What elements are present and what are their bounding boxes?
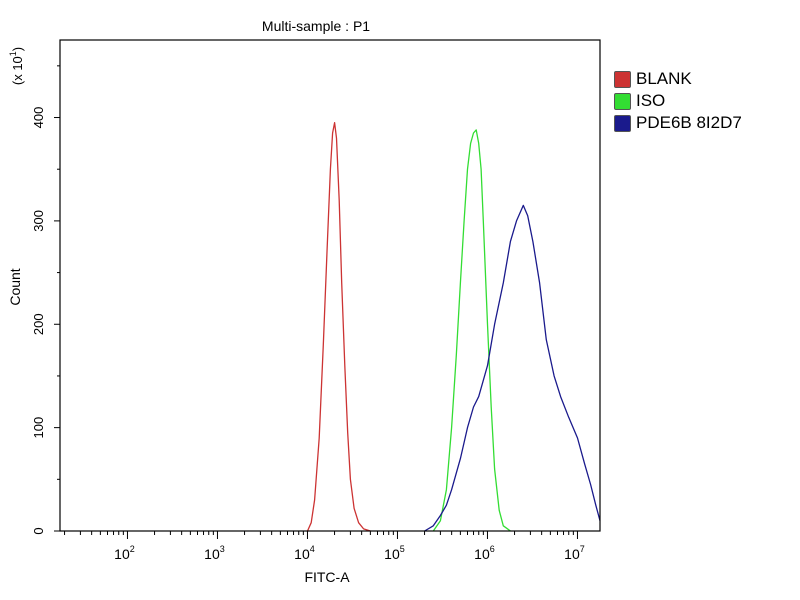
x-tick-label: 106 [474,544,495,562]
y-axis-label: Count [7,268,23,305]
x-axis-label: FITC-A [304,569,350,585]
legend-item: ISO [614,90,742,112]
x-tick-label: 107 [564,544,585,562]
y-tick-label: 300 [31,210,46,232]
x-tick-label: 102 [114,544,135,562]
x-tick-label: 103 [204,544,225,562]
plot-series [306,122,601,532]
y-multiplier-label: (x 101) [8,47,25,85]
legend: BLANK ISO PDE6B 8I2D7 [614,68,742,134]
legend-item: BLANK [614,68,742,90]
svg-text:(x 101): (x 101) [8,47,25,85]
axis-ticks: 102 103 104 105 106 107 0 100 200 300 400 [31,65,585,562]
y-tick-label: 200 [31,313,46,335]
legend-item: PDE6B 8I2D7 [614,112,742,134]
legend-label: ISO [636,91,666,110]
series-line-iso [432,129,511,532]
y-tick-label: 0 [31,527,46,534]
chart-title: Multi-sample : P1 [262,18,370,34]
series-line-blank [306,122,371,532]
y-tick-label: 100 [31,417,46,439]
legend-swatch [614,70,631,88]
legend-label: PDE6B 8I2D7 [636,113,742,132]
x-tick-label: 105 [384,544,405,562]
plot-frame [59,39,601,532]
x-tick-label: 104 [294,544,315,562]
y-tick-label: 400 [31,107,46,129]
series-line-pde6b-8i2d7 [424,204,601,532]
legend-label: BLANK [636,69,692,88]
legend-swatch [614,92,631,110]
legend-swatch [614,114,631,132]
